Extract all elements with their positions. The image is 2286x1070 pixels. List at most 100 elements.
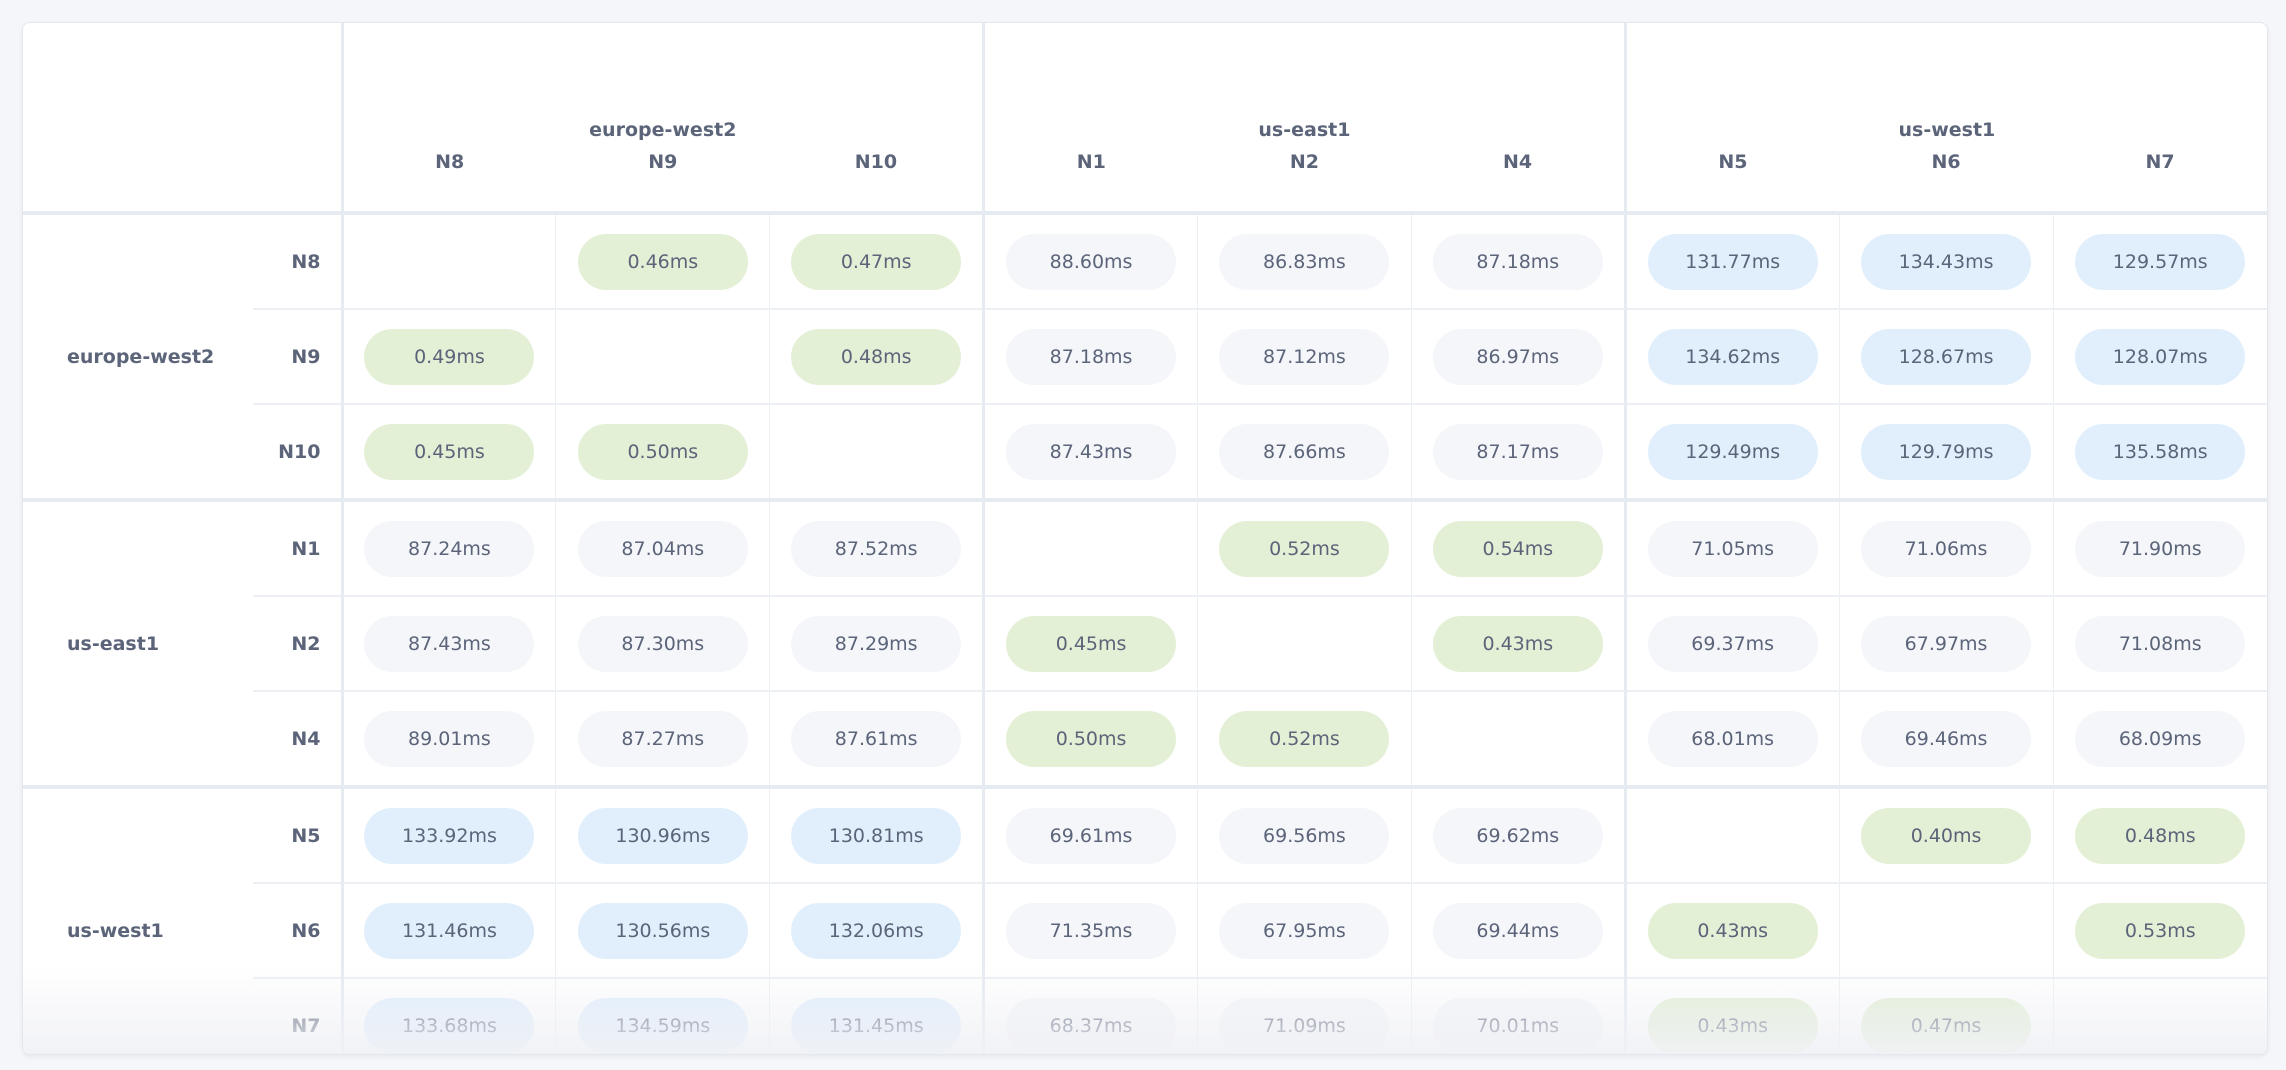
matrix-cell: 87.12ms	[1197, 308, 1412, 404]
matrix-cell: 87.61ms	[769, 690, 984, 787]
row-node-label: N4	[253, 690, 342, 787]
matrix-cell: 0.43ms	[1623, 977, 1840, 1054]
latency-badge: 71.06ms	[1861, 520, 2032, 577]
row-region-label: us-east1	[23, 498, 253, 787]
matrix-cell: 0.45ms	[340, 403, 556, 500]
matrix-cell: 69.46ms	[1838, 690, 2053, 787]
latency-badge: 130.56ms	[577, 902, 748, 959]
row-node-label: N6	[253, 882, 342, 978]
latency-badge: 86.97ms	[1432, 328, 1603, 385]
matrix-cell: 70.01ms	[1410, 977, 1626, 1054]
latency-badge: 134.59ms	[577, 997, 748, 1054]
latency-badge: 87.04ms	[577, 520, 748, 577]
matrix-cell: 128.67ms	[1838, 308, 2053, 404]
row-node-label: N1	[253, 498, 342, 596]
matrix-cell: 68.01ms	[1623, 690, 1840, 787]
matrix-cell: 130.56ms	[555, 882, 770, 978]
latency-badge: 0.47ms	[791, 233, 962, 290]
row-node-label: N2	[253, 595, 342, 691]
latency-badge: 0.50ms	[577, 423, 748, 480]
matrix-cell: 67.95ms	[1197, 882, 1412, 978]
matrix-cell: 87.24ms	[340, 498, 556, 596]
latency-badge: 0.47ms	[1861, 997, 2032, 1054]
matrix-cell: 71.90ms	[2052, 498, 2267, 596]
latency-badge: 87.18ms	[1432, 233, 1603, 290]
matrix-cell: 131.77ms	[1623, 211, 1840, 309]
matrix-cell: 0.46ms	[555, 211, 770, 309]
matrix-row-N2: N2 87.43ms 87.30ms 87.29ms 0.45ms 0.43ms 69.37…	[23, 595, 2267, 691]
latency-badge: 131.46ms	[364, 902, 535, 959]
matrix-cell: 86.97ms	[1410, 308, 1626, 404]
matrix-cell: 131.45ms	[769, 977, 984, 1054]
latency-badge: 131.77ms	[1647, 233, 1818, 290]
row-node-label: N9	[253, 308, 342, 404]
latency-badge: 71.05ms	[1647, 520, 1818, 577]
matrix-cell: 69.37ms	[1623, 595, 1840, 691]
latency-badge: 71.08ms	[2075, 615, 2246, 672]
latency-badge: 86.83ms	[1219, 233, 1390, 290]
latency-badge: 0.50ms	[1006, 710, 1177, 767]
node-header-N9: N9	[648, 151, 678, 173]
latency-badge: 71.09ms	[1219, 997, 1390, 1054]
matrix-cell: 87.43ms	[340, 595, 556, 691]
matrix-cell: 134.59ms	[555, 977, 770, 1054]
matrix-cell: 87.18ms	[982, 308, 1198, 404]
matrix-cell: 130.81ms	[769, 785, 984, 883]
node-header-N2: N2	[1289, 151, 1319, 173]
matrix-cell: 129.57ms	[2052, 211, 2267, 309]
latency-badge: 87.52ms	[791, 520, 962, 577]
matrix-cell: 89.01ms	[340, 690, 556, 787]
latency-badge: 87.29ms	[791, 615, 962, 672]
matrix-cell	[982, 498, 1198, 596]
region-header-us-east1: us-east1	[982, 23, 1626, 147]
matrix-cell: 87.30ms	[555, 595, 770, 691]
latency-badge: 0.53ms	[2075, 902, 2246, 959]
latency-badge: 67.97ms	[1861, 615, 2032, 672]
latency-badge: 0.45ms	[364, 423, 535, 480]
matrix-cell: 71.35ms	[982, 882, 1198, 978]
matrix-cell: 69.62ms	[1410, 785, 1626, 883]
latency-badge: 69.37ms	[1647, 615, 1818, 672]
matrix-cell: 133.68ms	[340, 977, 556, 1054]
latency-badge: 87.17ms	[1432, 423, 1603, 480]
latency-badge: 130.81ms	[791, 807, 962, 864]
matrix-cell: 87.18ms	[1410, 211, 1626, 309]
matrix-cell: 0.50ms	[555, 403, 770, 500]
node-header-N5: N5	[1623, 147, 1840, 213]
latency-badge: 69.61ms	[1006, 807, 1177, 864]
matrix-cell: 86.83ms	[1197, 211, 1412, 309]
matrix-row-N1: us-east1 N1 87.24ms 87.04ms 87.52ms 0.52ms 0.5…	[23, 498, 2267, 787]
matrix-cell: 134.62ms	[1623, 308, 1840, 404]
latency-badge: 133.92ms	[364, 807, 535, 864]
matrix-cell	[1410, 690, 1626, 787]
latency-badge: 87.24ms	[364, 520, 535, 577]
latency-badge: 70.01ms	[1432, 997, 1603, 1054]
latency-badge: 130.96ms	[577, 807, 748, 864]
matrix-cell: 69.61ms	[982, 785, 1198, 883]
latency-badge: 0.40ms	[1861, 807, 2032, 864]
latency-badge: 0.54ms	[1432, 520, 1603, 577]
latency-badge: 68.37ms	[1006, 997, 1177, 1054]
matrix-cell: 71.08ms	[2052, 595, 2267, 691]
row-region-label: europe-west2	[23, 211, 253, 500]
latency-badge: 69.46ms	[1861, 710, 2032, 767]
matrix-cell: 129.79ms	[1838, 403, 2053, 500]
latency-badge: 128.07ms	[2075, 328, 2246, 385]
latency-badge: 67.95ms	[1219, 902, 1390, 959]
row-node-label: N5	[253, 785, 342, 883]
matrix-cell: 0.48ms	[2052, 785, 2267, 883]
matrix-cell	[2052, 977, 2267, 1054]
matrix-row-N10: N10 0.45ms 0.50ms 87.43ms 87.66ms 87.17ms 129.…	[23, 403, 2267, 500]
latency-badge: 69.62ms	[1432, 807, 1603, 864]
node-header-N4: N4	[1503, 151, 1533, 173]
region-header-row: europe-west2 us-east1 us-west1	[23, 23, 2267, 147]
latency-badge: 0.48ms	[791, 328, 962, 385]
matrix-cell: 0.43ms	[1410, 595, 1626, 691]
matrix-cell: 68.37ms	[982, 977, 1198, 1054]
matrix-cell: 0.54ms	[1410, 498, 1626, 596]
matrix-cell: 134.43ms	[1838, 211, 2053, 309]
latency-badge: 135.58ms	[2075, 423, 2246, 480]
matrix-cell: 87.66ms	[1197, 403, 1412, 500]
row-region-label: us-west1	[23, 785, 253, 1054]
matrix-row-N7: N7 133.68ms 134.59ms 131.45ms 68.37ms 71.09ms…	[23, 977, 2267, 1054]
